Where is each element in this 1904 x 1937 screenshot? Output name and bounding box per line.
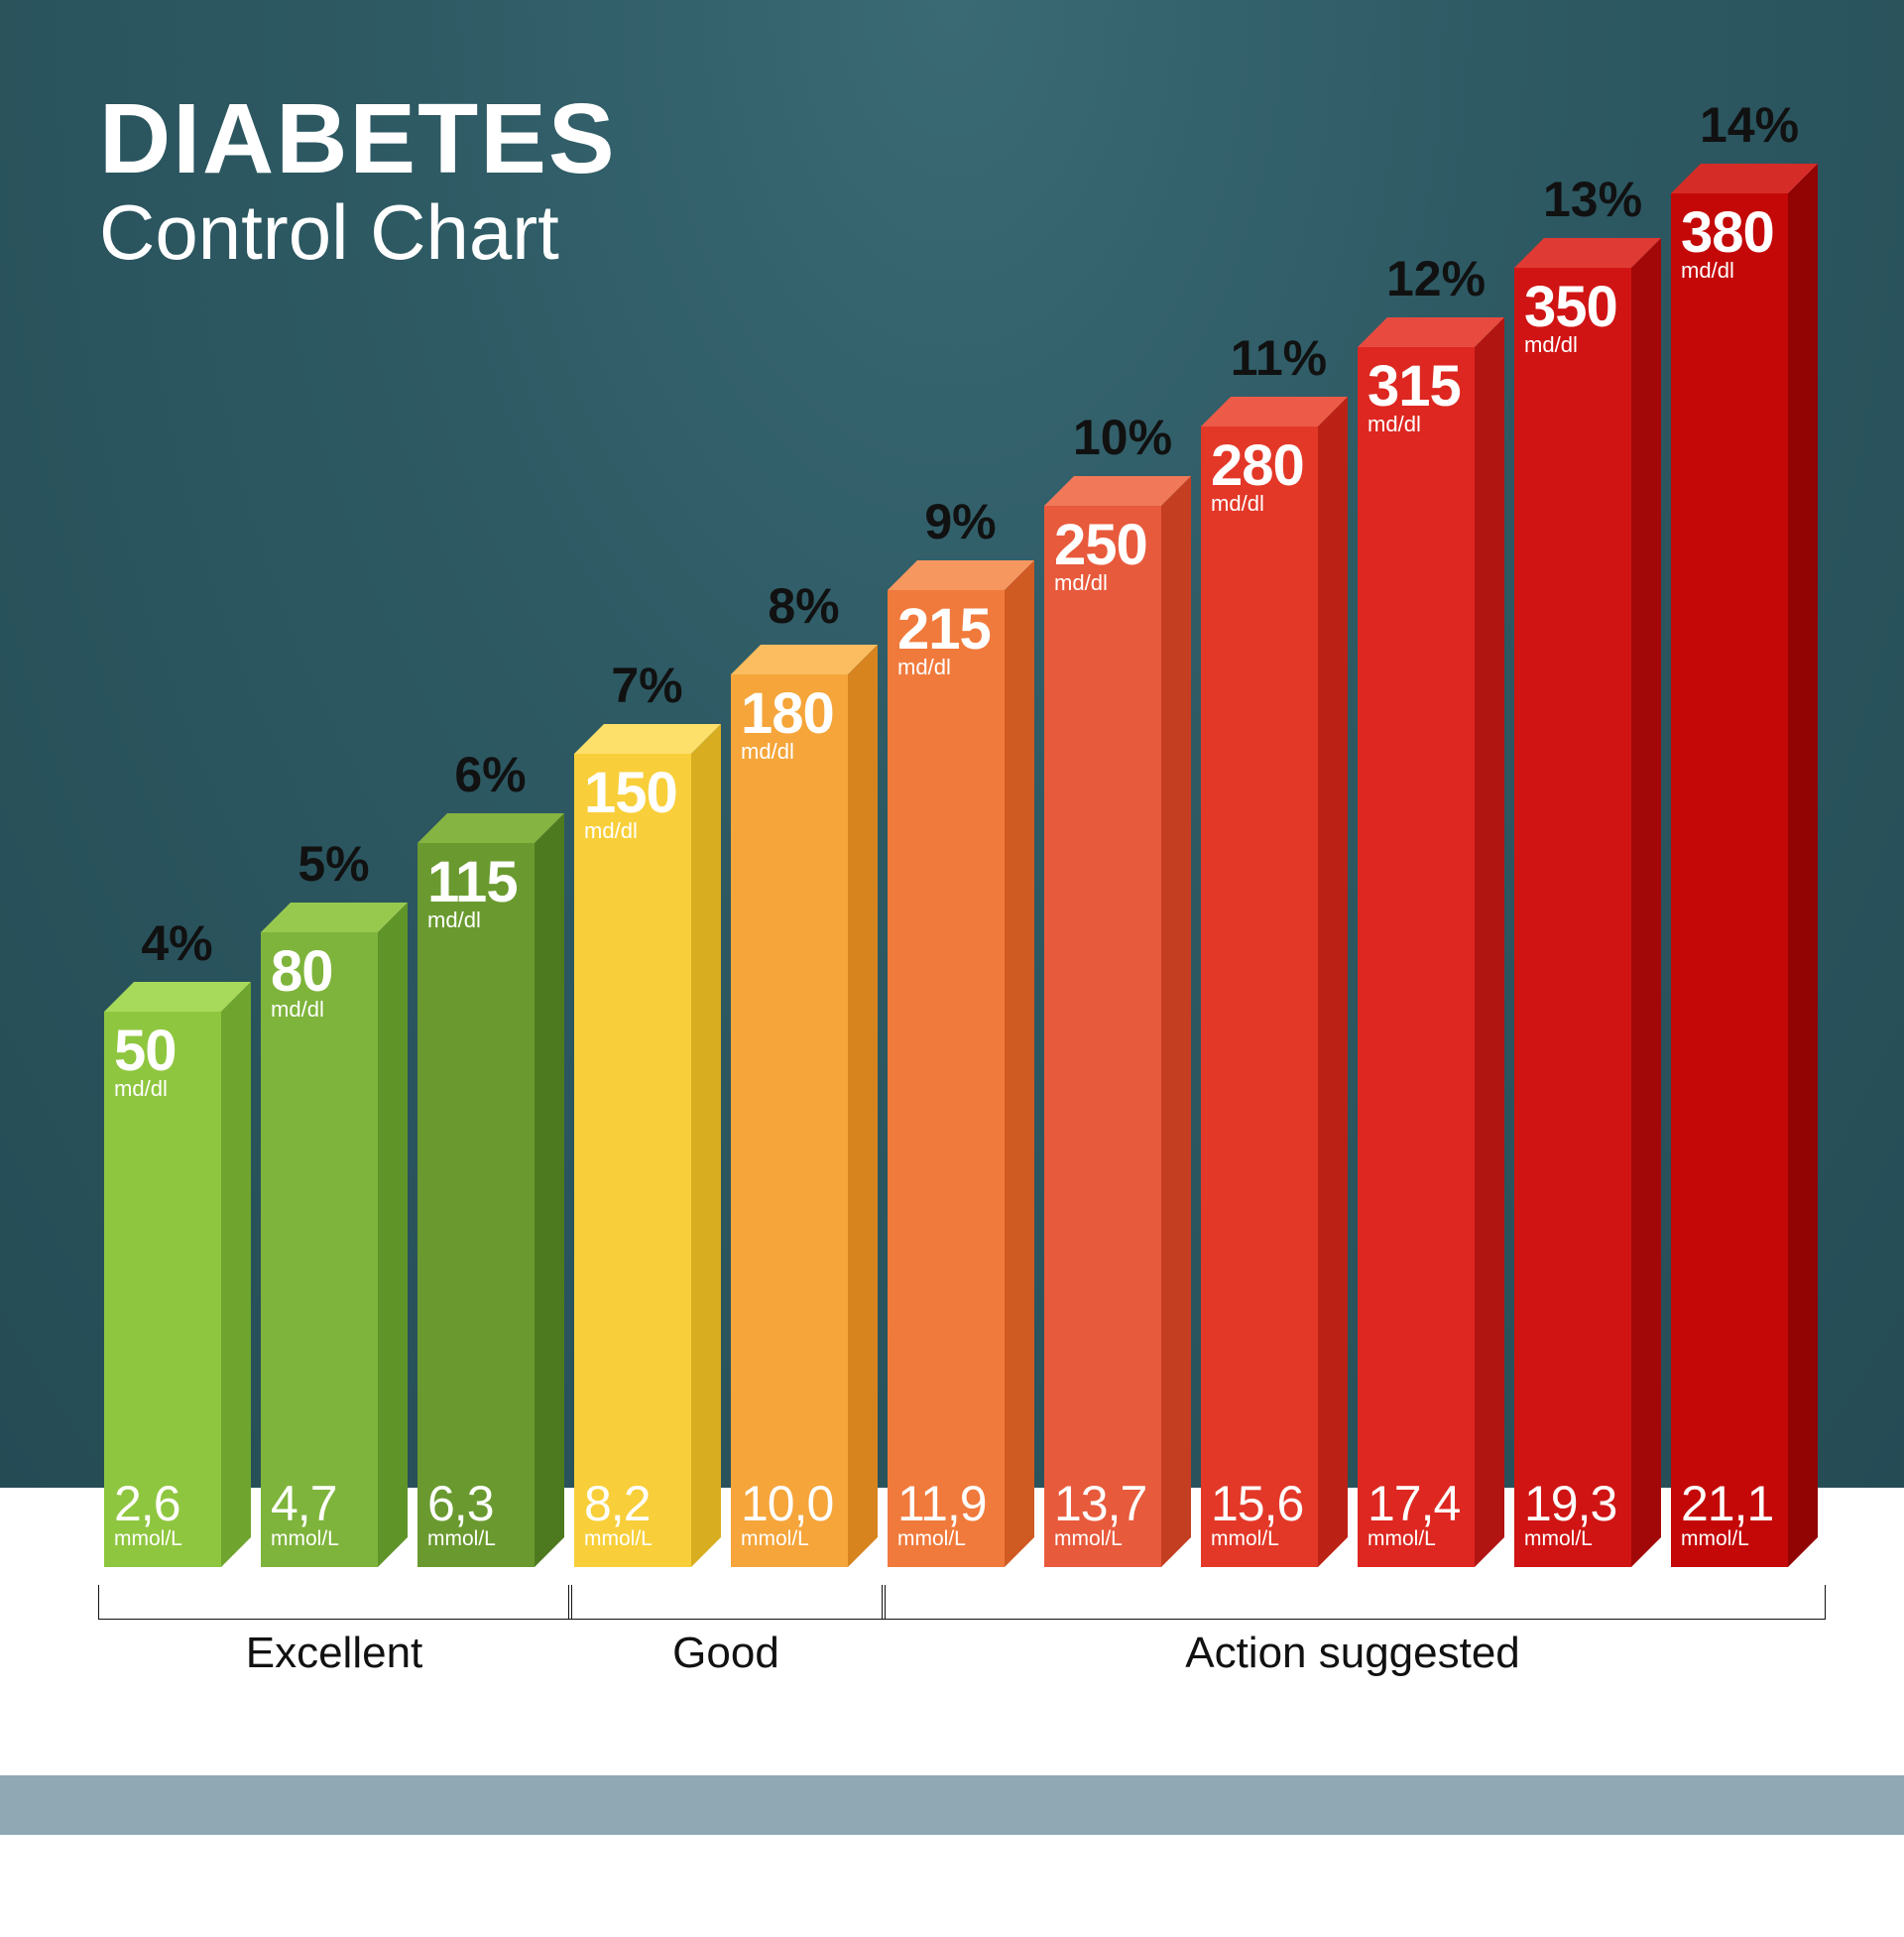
percent-label: 14% — [1700, 96, 1799, 154]
bar-side — [1005, 560, 1034, 1567]
bar-front — [1514, 268, 1631, 1567]
percent-label: 13% — [1543, 171, 1642, 228]
mmol-label: 4,7mmol/L — [271, 1481, 339, 1549]
mddl-label: 80md/dl — [271, 946, 333, 1020]
mddl-label: 180md/dl — [741, 688, 834, 762]
mmol-label: 13,7mmol/L — [1054, 1481, 1146, 1549]
mddl-label: 215md/dl — [897, 604, 991, 677]
bar-side — [1475, 317, 1504, 1567]
mmol-label: 15,6mmol/L — [1211, 1481, 1303, 1549]
bar-9: 9%215md/dl11,9mmol/L — [888, 590, 1005, 1567]
mddl-label: 380md/dl — [1681, 207, 1774, 281]
percent-label: 4% — [141, 914, 212, 972]
percent-label: 5% — [298, 835, 369, 893]
mddl-label: 350md/dl — [1524, 282, 1617, 355]
mmol-label: 11,9mmol/L — [897, 1481, 987, 1549]
bar-6: 6%115md/dl6,3mmol/L — [417, 843, 535, 1567]
bar-front — [731, 674, 848, 1567]
bar-front — [1044, 506, 1161, 1567]
bar-front — [261, 932, 378, 1567]
mddl-label: 50md/dl — [114, 1026, 177, 1099]
bar-11: 11%280md/dl15,6mmol/L — [1201, 426, 1318, 1567]
bar-front — [888, 590, 1005, 1567]
mmol-label: 8,2mmol/L — [584, 1481, 653, 1549]
bar-4: 4%50md/dl2,6mmol/L — [104, 1012, 221, 1567]
percent-label: 7% — [611, 657, 682, 714]
mddl-label: 315md/dl — [1368, 361, 1461, 434]
bar-5: 5%80md/dl4,7mmol/L — [261, 932, 378, 1567]
bar-14: 14%380md/dl21,1mmol/L — [1671, 193, 1788, 1567]
mmol-label: 2,6mmol/L — [114, 1481, 182, 1549]
bar-front — [574, 754, 691, 1567]
bar-front — [1671, 193, 1788, 1567]
category-bracket — [98, 1585, 572, 1620]
bar-side — [848, 645, 878, 1567]
bar-front — [417, 843, 535, 1567]
bar-side — [378, 903, 408, 1567]
bar-side — [1631, 238, 1661, 1567]
bar-7: 7%150md/dl8,2mmol/L — [574, 754, 691, 1567]
bar-side — [535, 813, 564, 1567]
bar-front — [1358, 347, 1475, 1567]
category-label: Action suggested — [1185, 1629, 1520, 1678]
mddl-label: 250md/dl — [1054, 520, 1147, 593]
mddl-label: 115md/dl — [427, 857, 518, 930]
mmol-label: 6,3mmol/L — [427, 1481, 496, 1549]
mddl-label: 280md/dl — [1211, 440, 1304, 514]
bar-8: 8%180md/dl10,0mmol/L — [731, 674, 848, 1567]
bar-side — [691, 724, 721, 1567]
mmol-label: 17,4mmol/L — [1368, 1481, 1460, 1549]
category-label: Good — [672, 1629, 779, 1678]
bar-side — [1788, 164, 1818, 1567]
bar-side — [221, 982, 251, 1567]
percent-label: 8% — [768, 577, 839, 635]
mmol-label: 19,3mmol/L — [1524, 1481, 1616, 1549]
mddl-label: 150md/dl — [584, 768, 677, 841]
bar-front — [1201, 426, 1318, 1567]
bar-side — [1161, 476, 1191, 1567]
mmol-label: 21,1mmol/L — [1681, 1481, 1773, 1549]
bar-chart: 4% 50md/dl 2,6mmol/L 5% 80md/dl 4,7mmol/L 6% 11… — [0, 0, 1904, 1937]
percent-label: 12% — [1386, 250, 1486, 307]
percent-label: 10% — [1073, 409, 1172, 466]
percent-label: 11% — [1231, 329, 1327, 387]
category-bracket — [882, 1585, 1826, 1620]
category-bracket — [568, 1585, 886, 1620]
bar-12: 12%315md/dl17,4mmol/L — [1358, 347, 1475, 1567]
bar-10: 10%250md/dl13,7mmol/L — [1044, 506, 1161, 1567]
percent-label: 9% — [924, 493, 996, 550]
mmol-label: 10,0mmol/L — [741, 1481, 833, 1549]
percent-label: 6% — [454, 746, 526, 803]
bar-side — [1318, 397, 1348, 1567]
bar-13: 13%350md/dl19,3mmol/L — [1514, 268, 1631, 1567]
category-label: Excellent — [246, 1629, 423, 1678]
